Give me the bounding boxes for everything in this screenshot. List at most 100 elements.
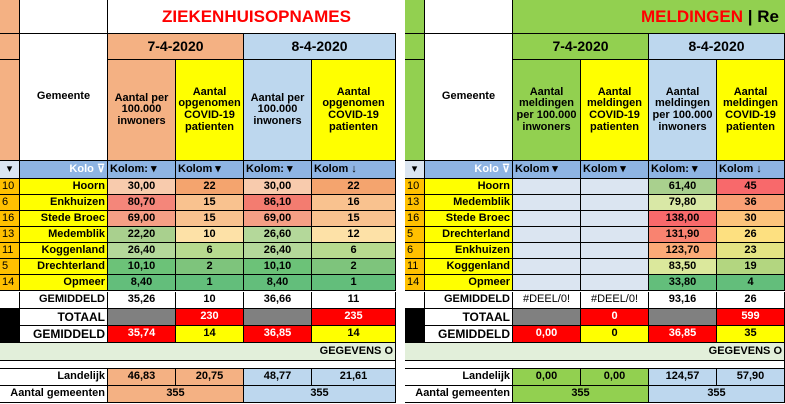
gemeente-name: Medemblik	[20, 227, 108, 243]
data-cell-d: 16	[312, 195, 396, 211]
data-cell-a: 22,20	[108, 227, 176, 243]
aantal-c: 355	[244, 386, 396, 403]
landelijk-b: 0,00	[581, 369, 649, 386]
row-number: 10	[405, 179, 425, 195]
landelijk-label: Landelijk	[0, 369, 108, 386]
col-per100k-1: Aantal meldingen per 100.000 inwoners	[513, 60, 581, 161]
row-number: 5	[0, 259, 20, 275]
data-cell-c: 131,90	[649, 227, 717, 243]
gemeente-header: Gemeente	[425, 34, 513, 161]
filter-icon[interactable]: ⊽	[96, 162, 105, 175]
gemiddeld-d: 11	[312, 292, 396, 309]
data-cell-a	[513, 275, 581, 291]
row-number: 13	[405, 195, 425, 211]
row-number: 10	[0, 179, 20, 195]
aantal-label: Aantal gemeenten	[405, 386, 513, 403]
landelijk-c: 48,77	[244, 369, 312, 386]
gemiddeld-b: #DEEL/0!	[581, 292, 649, 309]
gemeente-name: Drechterland	[20, 259, 108, 275]
row-number: 11	[0, 243, 20, 259]
dropdown-arrow-icon[interactable]: ▾	[215, 162, 221, 175]
totaal-c	[244, 309, 312, 326]
filter-header-5[interactable]: Kolom ↓	[312, 161, 396, 179]
ziekenhuisopnames-sheet: ZIEKENHUISOPNAMES Gemeente 7-4-2020 8-4-…	[0, 0, 396, 404]
data-cell-c: 69,00	[244, 211, 312, 227]
data-cell-a	[513, 259, 581, 275]
filter-header-1[interactable]: Kolo ⊽	[20, 161, 108, 179]
gemiddeld2-d: 14	[312, 326, 396, 343]
title-blank	[425, 0, 513, 34]
spacer-row	[405, 361, 785, 369]
filter-header-2[interactable]: Kolom ▾	[513, 161, 581, 179]
data-cell-d: 36	[717, 195, 785, 211]
filter-header-2[interactable]: Kolom: ▾	[108, 161, 176, 179]
data-cell-c: 8,40	[244, 275, 312, 291]
filter-label-2: Kolom:	[110, 162, 148, 175]
totaal-d: 599	[717, 309, 785, 326]
gemiddeld2-b: 14	[176, 326, 244, 343]
totaal-label: TOTAAL	[20, 309, 108, 326]
gemiddeld-label: GEMIDDELD	[20, 292, 108, 309]
sheet-title: MELDINGEN | Re	[513, 0, 785, 34]
aantal-a: 355	[108, 386, 244, 403]
gemeente-name: Enkhuizen	[20, 195, 108, 211]
aantal-label: Aantal gemeenten	[0, 386, 108, 403]
gemeente-name: Opmeer	[425, 275, 513, 291]
sort-desc-icon[interactable]: ↓	[351, 162, 357, 175]
col-opgenomen-1: Aantal opgenomen COVID-19 patienten	[176, 60, 244, 161]
filter-header-4[interactable]: Kolom: ▾	[244, 161, 312, 179]
row-number: 16	[405, 211, 425, 227]
black-block	[405, 309, 425, 343]
summary-rownum	[405, 292, 425, 309]
filter-icon[interactable]: ⊽	[501, 162, 510, 175]
dropdown-arrow-icon[interactable]: ▾	[691, 162, 698, 175]
data-cell-b: 6	[176, 243, 244, 259]
landelijk-b: 20,75	[176, 369, 244, 386]
sheet-title: ZIEKENHUISOPNAMES	[108, 0, 396, 34]
gemiddeld2-a: 0,00	[513, 326, 581, 343]
data-cell-b	[581, 259, 649, 275]
dropdown-arrow-icon[interactable]: ▾	[150, 162, 157, 175]
aantal-c: 355	[649, 386, 785, 403]
filter-label-5: Kolom	[314, 162, 349, 175]
gemiddeld2-c: 36,85	[649, 326, 717, 343]
data-cell-c: 138,00	[649, 211, 717, 227]
dropdown-arrow-icon[interactable]: ▾	[620, 162, 626, 175]
data-cell-c: 83,50	[649, 259, 717, 275]
data-cell-b	[581, 275, 649, 291]
dropdown-arrow-icon[interactable]: ▾	[286, 162, 293, 175]
data-cell-b	[581, 179, 649, 195]
filter-header-5[interactable]: Kolom ↓	[717, 161, 785, 179]
landelijk-d: 21,61	[312, 369, 396, 386]
col-per100k-2: Aantal per 100.000 inwoners	[244, 60, 312, 161]
filter-header-4[interactable]: Kolom: ▾	[649, 161, 717, 179]
totaal-d: 235	[312, 309, 396, 326]
gemiddeld2-c: 36,85	[244, 326, 312, 343]
data-cell-c: 33,80	[649, 275, 717, 291]
data-cell-d: 1	[312, 275, 396, 291]
data-cell-b: 10	[176, 227, 244, 243]
filter-header-3[interactable]: Kolom ▾	[176, 161, 244, 179]
filter-dropdown-rownum[interactable]: ▾	[405, 161, 425, 179]
filter-dropdown-rownum[interactable]: ▾	[0, 161, 20, 179]
sort-desc-icon[interactable]: ↓	[756, 162, 762, 175]
corner-cell	[0, 0, 20, 34]
data-cell-a	[513, 195, 581, 211]
data-cell-d: 6	[312, 243, 396, 259]
data-cell-d: 22	[312, 179, 396, 195]
dropdown-arrow-icon[interactable]: ▾	[552, 162, 558, 175]
data-cell-a	[513, 179, 581, 195]
rownum-header	[405, 34, 425, 60]
row-number: 14	[0, 275, 20, 291]
aantal-a: 355	[513, 386, 649, 403]
gemiddeld-c: 36,66	[244, 292, 312, 309]
totaal-a	[108, 309, 176, 326]
filter-header-1[interactable]: Kolo ⊽	[425, 161, 513, 179]
filter-label-4: Kolom:	[246, 162, 284, 175]
totaal-b: 230	[176, 309, 244, 326]
data-cell-d: 26	[717, 227, 785, 243]
gemeente-name: Hoorn	[20, 179, 108, 195]
gemeente-name: Stede Broec	[425, 211, 513, 227]
data-cell-d: 23	[717, 243, 785, 259]
filter-header-3[interactable]: Kolom ▾	[581, 161, 649, 179]
